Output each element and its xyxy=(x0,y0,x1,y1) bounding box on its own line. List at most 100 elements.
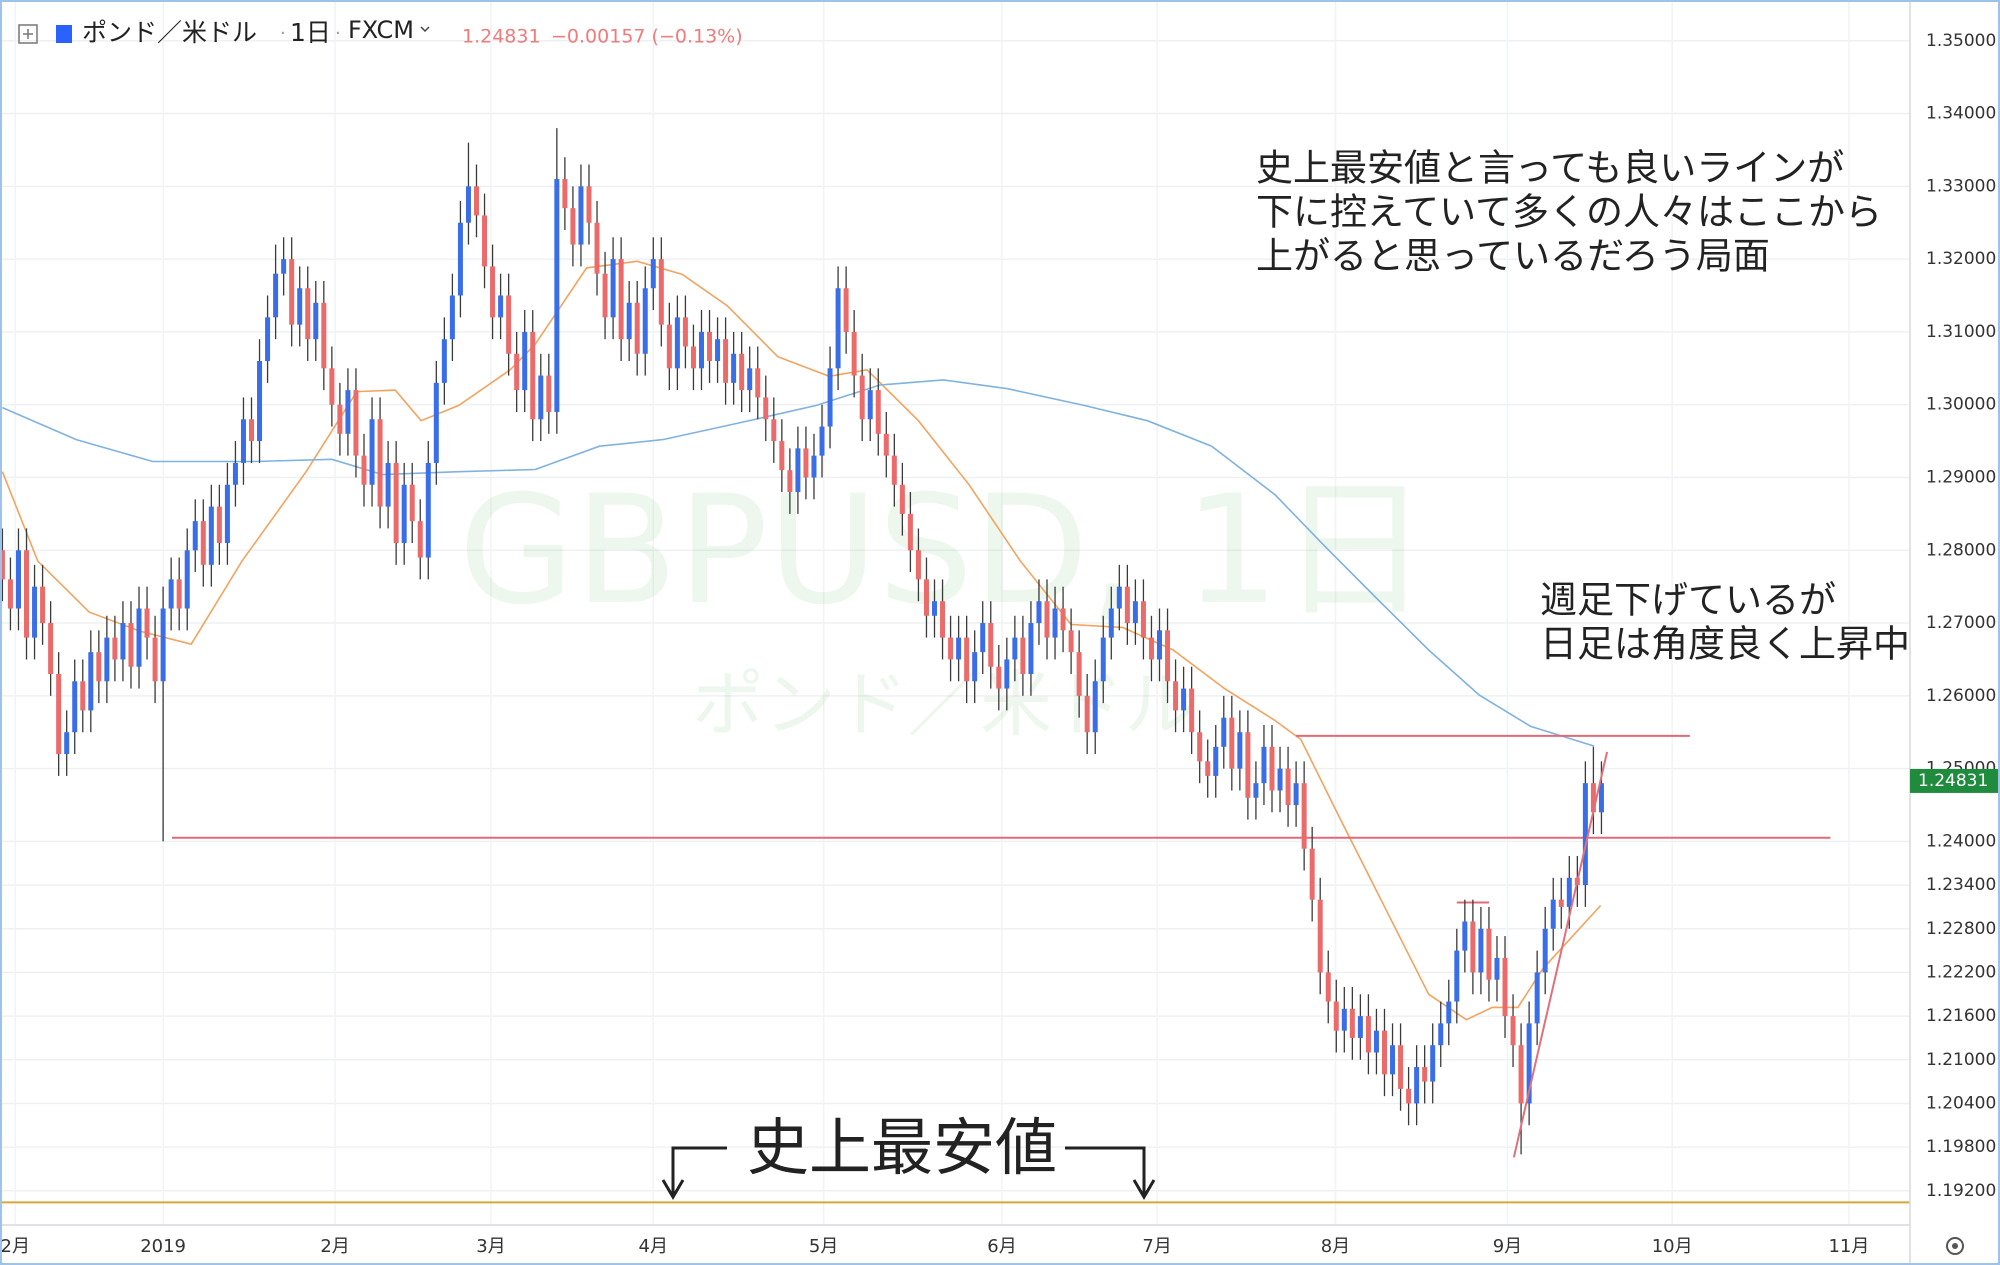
candle-body xyxy=(361,455,367,485)
axes: 1.35000 1.34000 1.33000 1.32000 1.31000 1.300… xyxy=(1,31,1998,1257)
x-tick-label: 6月 xyxy=(987,1236,1016,1257)
candle-body xyxy=(1108,608,1114,638)
last-price-label: 1.24831 xyxy=(1918,771,1988,791)
y-tick-label: 1.21600 xyxy=(1926,1006,1996,1026)
y-tick-label: 1.29000 xyxy=(1926,467,1996,487)
candle-body xyxy=(1245,732,1251,798)
candle-body xyxy=(457,222,463,296)
candle-body xyxy=(835,288,841,369)
candle-body xyxy=(1044,601,1050,638)
candle-body xyxy=(1301,783,1307,849)
x-tick-label: 11月 xyxy=(1828,1236,1869,1257)
candle-body xyxy=(353,390,359,456)
candle-body xyxy=(1173,681,1179,711)
annotation: 下に控えていて多くの人々はここから xyxy=(1256,191,1882,234)
candle-body xyxy=(337,404,343,434)
dropdown-icon[interactable] xyxy=(420,26,430,33)
candle-body xyxy=(578,186,584,245)
candle-body xyxy=(192,521,198,551)
watermark: ポンド／米ドル xyxy=(692,663,1196,747)
x-tick-label: 10月 xyxy=(1652,1236,1693,1257)
candle-body xyxy=(1582,783,1588,886)
candle-body xyxy=(305,288,311,340)
exchange[interactable]: FXCM xyxy=(348,16,414,44)
candle-body xyxy=(602,273,608,318)
candle-body xyxy=(40,586,46,624)
candle-body xyxy=(136,608,142,667)
moving-average xyxy=(2,379,1595,747)
candle-body xyxy=(1132,601,1138,624)
expand-icon[interactable] xyxy=(18,24,38,44)
x-tick-label: 7月 xyxy=(1142,1236,1171,1257)
candle-body xyxy=(956,637,962,660)
candle-body xyxy=(289,259,295,325)
last-price: 1.24831 xyxy=(462,26,541,48)
candle-body xyxy=(787,470,793,493)
candle-body xyxy=(184,550,190,609)
candle-body xyxy=(1325,972,1331,1002)
x-tick-label: 2019 xyxy=(140,1236,186,1257)
candle-body xyxy=(1390,1045,1396,1075)
candle-body xyxy=(1197,732,1203,762)
candle-body xyxy=(1165,630,1171,682)
candle-body xyxy=(88,652,94,711)
candle-body xyxy=(666,324,672,369)
y-tick-label: 1.22800 xyxy=(1926,919,1996,939)
candle-body xyxy=(265,317,271,362)
y-tick-label: 1.28000 xyxy=(1926,540,1996,560)
candle-body xyxy=(240,419,246,463)
candle-body xyxy=(7,579,13,609)
candle-body xyxy=(1406,1088,1412,1104)
candle-body xyxy=(465,186,471,223)
candle-body xyxy=(988,623,994,667)
candle-body xyxy=(803,448,809,478)
candle-body xyxy=(329,368,335,405)
x-tick-label: 3月 xyxy=(476,1236,505,1257)
candle-body xyxy=(618,259,624,340)
interval[interactable]: 1日 xyxy=(290,18,331,47)
candle-body xyxy=(1590,783,1596,813)
candle-body xyxy=(723,339,729,383)
candle-body xyxy=(1181,688,1187,711)
candle-body xyxy=(899,484,905,514)
y-tick-label: 1.23400 xyxy=(1926,875,1996,895)
candle-body xyxy=(377,419,383,507)
y-tick-label: 1.21000 xyxy=(1926,1050,1996,1070)
y-tick-label: 1.30000 xyxy=(1926,395,1996,415)
candle-body xyxy=(1349,1008,1355,1038)
candle-body xyxy=(1381,1030,1387,1075)
candle-body xyxy=(1309,848,1315,900)
candle-body xyxy=(1398,1045,1404,1089)
candle-body xyxy=(1438,1023,1444,1046)
candle-body xyxy=(915,550,921,580)
candle-body xyxy=(698,331,704,369)
candle-body xyxy=(64,732,70,755)
candle-body xyxy=(1076,652,1082,696)
candle-body xyxy=(739,353,745,391)
x-tick-label: 8月 xyxy=(1321,1236,1350,1257)
candle-body xyxy=(152,637,158,682)
candle-body xyxy=(1036,601,1042,624)
candle-body xyxy=(530,331,536,420)
candle-body xyxy=(1269,746,1275,791)
plot xyxy=(0,128,1910,1204)
candle-body xyxy=(321,302,327,369)
annotation: 上がると思っているだろう局面 xyxy=(1256,235,1770,278)
candle-body xyxy=(1486,928,1492,980)
arrow xyxy=(661,1146,727,1200)
candle-body xyxy=(506,295,512,354)
y-tick-label: 1.27000 xyxy=(1926,613,1996,633)
candle-body xyxy=(1317,899,1323,973)
candle-body xyxy=(24,550,30,638)
candle-body xyxy=(425,462,431,558)
candle-body xyxy=(907,513,913,551)
candle-body xyxy=(690,346,696,369)
symbol[interactable]: ポンド／米ドル xyxy=(82,18,257,47)
candle-body xyxy=(1028,623,1034,675)
candle-body xyxy=(795,448,801,493)
candle-body xyxy=(1277,768,1283,791)
settings-icon[interactable] xyxy=(1946,1237,1964,1255)
x-tick-label: 2月 xyxy=(320,1236,349,1257)
candle-body xyxy=(200,521,206,565)
